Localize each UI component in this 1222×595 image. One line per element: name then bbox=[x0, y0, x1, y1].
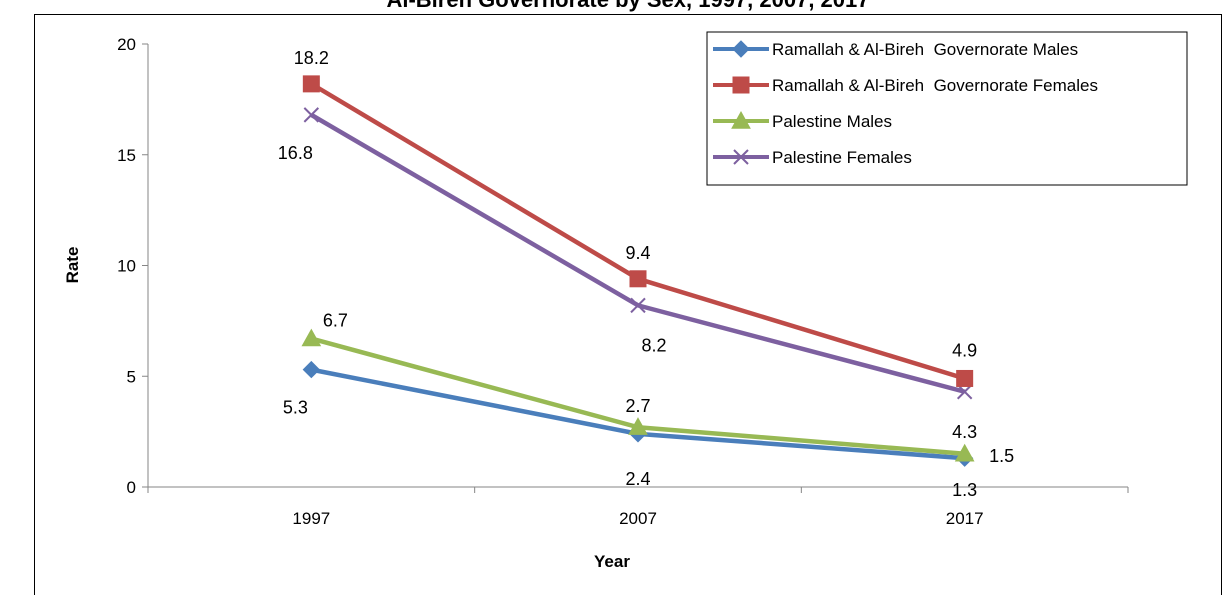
legend-label: Ramallah & Al-Bireh Governorate Males bbox=[772, 40, 1078, 59]
legend-marker bbox=[731, 110, 751, 129]
x-tick-label: 2007 bbox=[619, 509, 657, 528]
legend-label: Palestine Females bbox=[772, 148, 912, 167]
y-tick-label: 0 bbox=[127, 478, 136, 497]
y-tick-label: 10 bbox=[117, 257, 136, 276]
data-label: 6.7 bbox=[323, 311, 348, 331]
legend-marker bbox=[732, 40, 750, 58]
legend-label: Palestine Males bbox=[772, 112, 892, 131]
data-point-3-2 bbox=[956, 384, 973, 400]
data-label: 16.8 bbox=[278, 143, 313, 163]
y-tick-label: 5 bbox=[127, 367, 136, 386]
legend-marker bbox=[732, 76, 750, 94]
y-tick-label: 15 bbox=[117, 146, 136, 165]
data-labels: 5.3 2.4 1.3 18.2 9.4 4.9 6.7 2.7 1.5 16.8 8.2 4.3 bbox=[278, 48, 1014, 500]
data-label: 2.7 bbox=[625, 396, 650, 416]
data-label: 1.5 bbox=[989, 446, 1014, 466]
data-label: 5.3 bbox=[283, 398, 308, 418]
legend-box bbox=[706, 31, 1188, 186]
data-point-3-2-stroke bbox=[956, 384, 973, 400]
data-point-3-1-stroke bbox=[630, 297, 646, 314]
data-label: 8.2 bbox=[641, 335, 666, 355]
legend: Ramallah & Al-Bireh Governorate Males Ram… bbox=[706, 31, 1188, 186]
x-axis-title: Year bbox=[594, 552, 630, 571]
data-point-0-0 bbox=[302, 360, 321, 379]
x-tick-label: 1997 bbox=[292, 509, 330, 528]
data-point-2-0 bbox=[301, 328, 322, 347]
y-axis-title: Rate bbox=[63, 247, 82, 284]
data-point-1-0 bbox=[302, 75, 320, 93]
legend-marker-stroke bbox=[733, 149, 749, 165]
x-tick-label: 2017 bbox=[946, 509, 984, 528]
data-point-3-1 bbox=[630, 297, 646, 314]
data-label: 18.2 bbox=[294, 48, 329, 68]
axes: 0 5 10 15 20 1997 2007 2017 bbox=[117, 35, 1129, 528]
series-layer bbox=[301, 75, 975, 467]
y-tick-label: 20 bbox=[117, 35, 136, 54]
data-point-2-2 bbox=[954, 443, 975, 462]
legend-marker bbox=[733, 149, 749, 165]
data-label: 9.4 bbox=[625, 243, 650, 263]
data-label: 4.9 bbox=[952, 340, 977, 360]
data-point-3-0 bbox=[303, 107, 320, 123]
chart-title: Al-Bireh Governorate by Sex, 1997, 2007,… bbox=[386, 0, 869, 12]
data-point-3-0-stroke bbox=[303, 107, 320, 123]
data-point-2-1 bbox=[628, 417, 648, 435]
data-point-1-2 bbox=[956, 369, 974, 387]
legend-label: Ramallah & Al-Bireh Governorate Females bbox=[772, 76, 1098, 95]
data-label: 1.3 bbox=[952, 480, 977, 500]
data-point-1-1 bbox=[629, 270, 647, 288]
data-label: 4.3 bbox=[952, 422, 977, 442]
data-label: 2.4 bbox=[625, 469, 650, 489]
